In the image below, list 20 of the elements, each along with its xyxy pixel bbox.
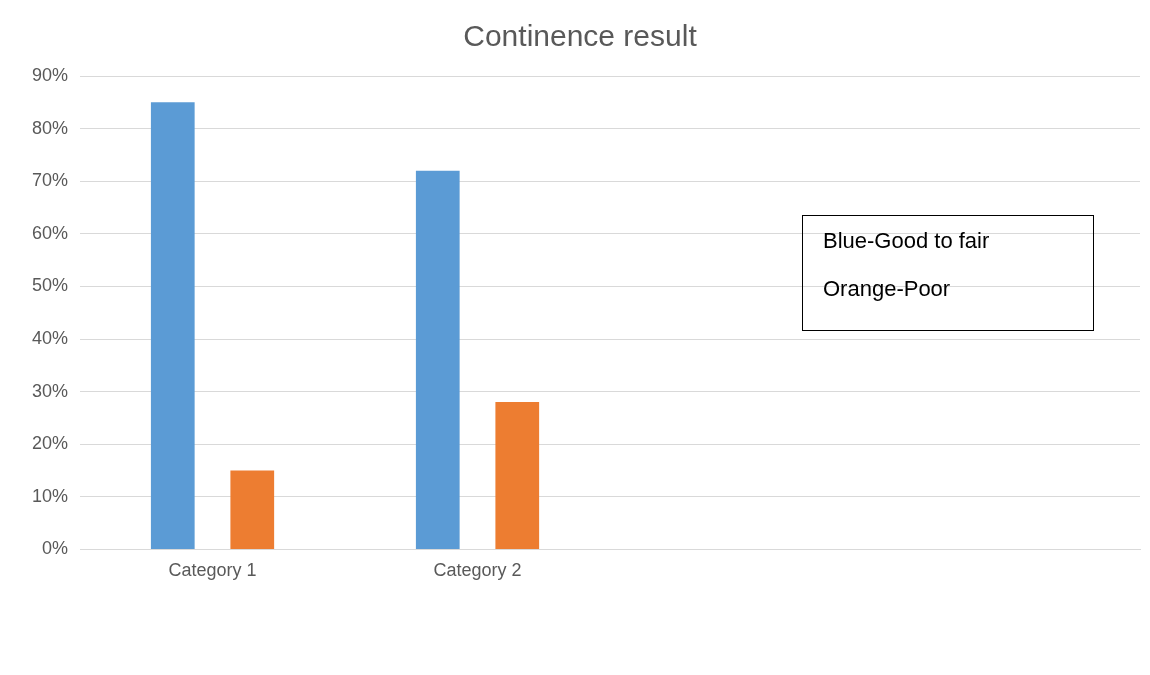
y-tick-label: 90% (32, 64, 69, 85)
annotation: Orange-Poor (823, 276, 952, 302)
note-box: Blue-Good to fair Orange-Poor (802, 215, 1094, 331)
y-tick-label: 60% (32, 222, 69, 243)
y-tick-label: 40% (32, 327, 69, 348)
bar (230, 470, 275, 549)
x-tick-label: Category 1 (168, 560, 257, 581)
annotation: Blue-Good to fair (823, 228, 991, 254)
bar (495, 402, 540, 549)
y-tick-label: 30% (32, 380, 69, 401)
y-tick-label: 10% (32, 485, 69, 506)
y-tick-label: 80% (32, 117, 69, 138)
x-tick-label: Category 2 (433, 560, 522, 581)
y-tick-label: 20% (32, 433, 69, 454)
y-tick-label: 50% (32, 275, 69, 296)
y-tick-label: 0% (42, 538, 69, 559)
bar (150, 102, 195, 549)
y-tick-label: 70% (32, 170, 69, 191)
chart-title: Continence result (463, 19, 698, 53)
bar (415, 170, 460, 549)
